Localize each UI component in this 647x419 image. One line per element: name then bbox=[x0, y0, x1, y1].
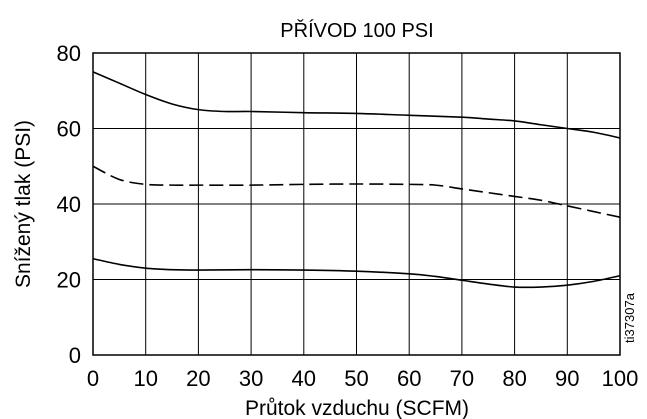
y-tick-label-80: 80 bbox=[57, 41, 81, 66]
y-tick-label-40: 40 bbox=[57, 192, 81, 217]
x-tick-label-60: 60 bbox=[397, 366, 421, 391]
x-tick-label-80: 80 bbox=[502, 366, 526, 391]
x-tick-label-0: 0 bbox=[87, 366, 99, 391]
x-tick-labels: 0 10 20 30 40 50 60 70 80 90 100 bbox=[87, 366, 638, 391]
y-tick-label-20: 20 bbox=[57, 268, 81, 293]
y-tick-label-60: 60 bbox=[57, 117, 81, 142]
y-tick-label-0: 0 bbox=[69, 343, 81, 368]
grid bbox=[92, 52, 621, 356]
series-group bbox=[92, 71, 621, 289]
plot-frame bbox=[92, 52, 621, 356]
reference-code: ti37307a bbox=[622, 292, 637, 343]
x-tick-label-90: 90 bbox=[555, 366, 579, 391]
x-tick-label-70: 70 bbox=[450, 366, 474, 391]
chart-title: PŘÍVOD 100 PSI bbox=[280, 19, 433, 42]
x-tick-label-10: 10 bbox=[133, 366, 157, 391]
series-line-1 bbox=[92, 71, 621, 139]
x-tick-label-50: 50 bbox=[344, 366, 368, 391]
x-axis-label: Průtok vzduchu (SCFM) bbox=[245, 397, 469, 419]
x-tick-label-20: 20 bbox=[186, 366, 210, 391]
x-tick-label-40: 40 bbox=[292, 366, 316, 391]
series-line-2 bbox=[92, 165, 621, 218]
y-axis-label: Snížený tlak (PSI) bbox=[12, 120, 35, 288]
x-tick-label-100: 100 bbox=[602, 366, 639, 391]
series-line-3 bbox=[92, 257, 621, 289]
x-tick-label-30: 30 bbox=[239, 366, 263, 391]
y-tick-labels: 0 20 40 60 80 bbox=[57, 41, 81, 368]
